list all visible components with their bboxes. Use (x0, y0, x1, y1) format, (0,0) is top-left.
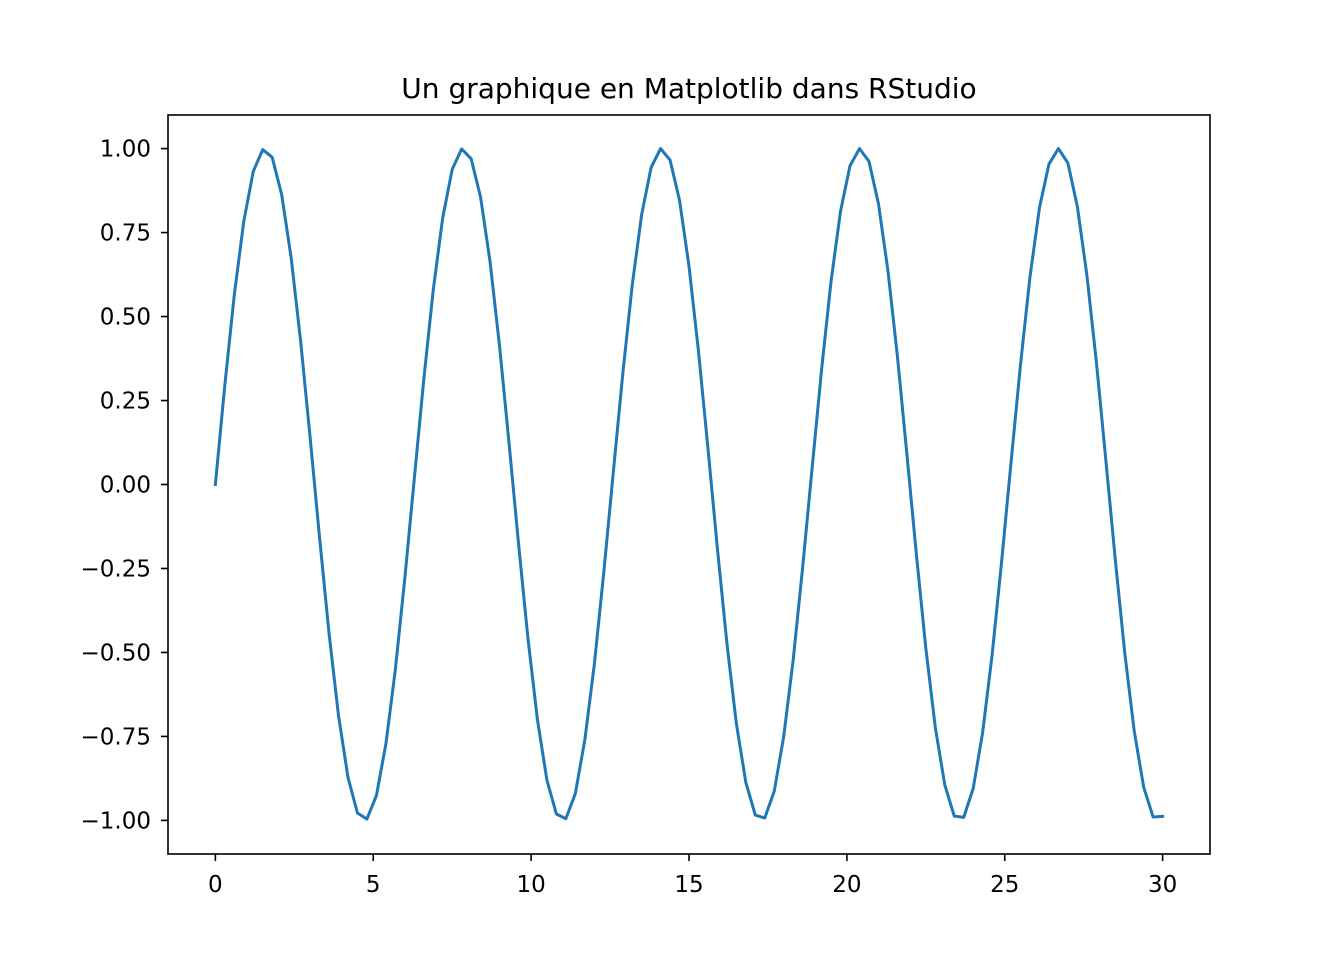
chart-title: Un graphique en Matplotlib dans RStudio (401, 72, 976, 105)
x-tick-label: 30 (1148, 872, 1177, 898)
y-tick-label: −1.00 (81, 808, 151, 834)
y-axis-ticks: 1.00 0.75 0.50 0.25 0.00 −0.25 −0.50 −0.75 −1.00 (81, 137, 168, 834)
series-line (213, 147, 1165, 821)
x-tick-label: 15 (674, 872, 703, 898)
y-tick-label: 0.50 (100, 305, 151, 331)
y-tick-label: −0.75 (81, 724, 151, 750)
x-tick-label: 20 (832, 872, 861, 898)
y-tick-label: 1.00 (100, 137, 151, 163)
y-tick-label: −0.50 (81, 640, 151, 666)
x-tick-label: 0 (208, 872, 223, 898)
y-tick-label: 0.00 (100, 473, 151, 499)
x-tick-label: 5 (366, 872, 381, 898)
x-tick-label: 10 (516, 872, 545, 898)
y-tick-label: 0.75 (100, 221, 151, 247)
plot-area-frame (167, 114, 1211, 855)
y-tick-label: −0.25 (81, 556, 151, 582)
y-tick-label: 0.25 (100, 389, 151, 415)
x-tick-label: 25 (990, 872, 1019, 898)
x-axis-ticks: 0 5 10 15 20 25 30 (208, 854, 1177, 898)
